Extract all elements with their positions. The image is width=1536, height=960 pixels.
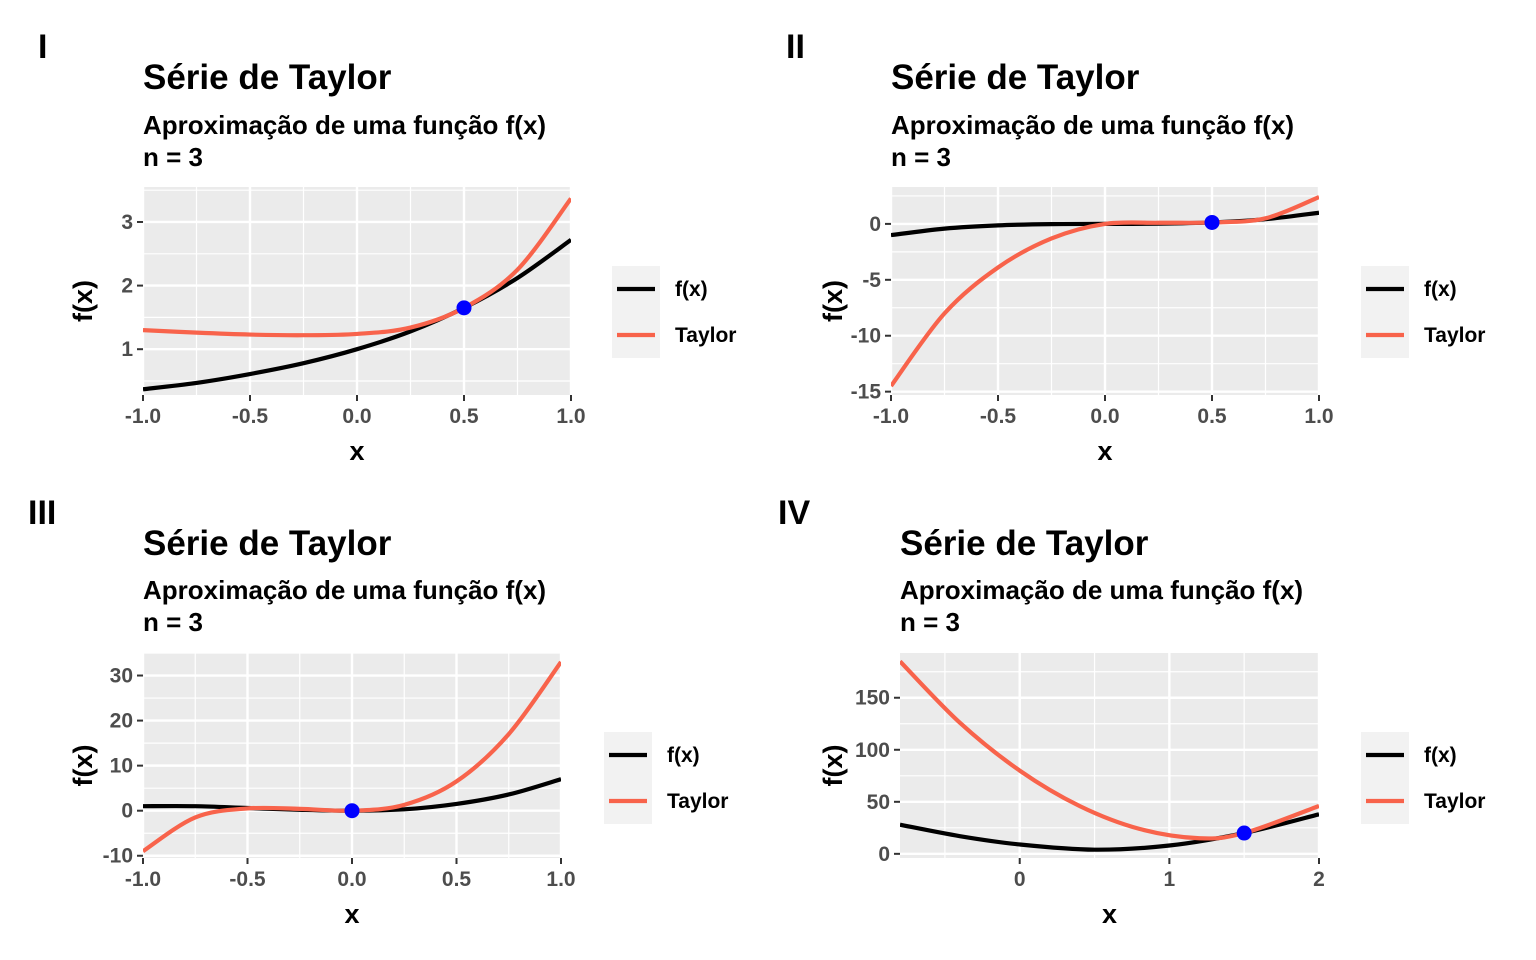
x-tick-label: 0.0	[337, 868, 366, 891]
y-tick-label: 100	[855, 739, 890, 762]
y-tick-label: -15	[851, 381, 882, 404]
y-tick-label: -10	[103, 845, 133, 868]
series-line-fx	[143, 238, 571, 392]
panel-i: I Série de Taylor Aproximação de uma funçã…	[38, 28, 736, 466]
x-tick-label: -0.5	[232, 405, 269, 428]
series-group	[891, 195, 1319, 388]
legend-label-fx: f(x)	[1424, 744, 1457, 767]
y-tick-label: 50	[867, 791, 890, 814]
expansion-point	[1204, 214, 1220, 230]
panel-tag: IV	[778, 494, 810, 532]
y-tick-label: 10	[110, 755, 133, 778]
legend-key-background	[604, 732, 652, 824]
chart-subtitle: Aproximação de uma função f(x)	[900, 575, 1303, 605]
chart-subtitle-n: n = 3	[900, 607, 960, 637]
grid-lines	[900, 653, 1321, 858]
series-group	[143, 197, 571, 392]
y-tick-label: 2	[121, 275, 133, 298]
legend-label-taylor: Taylor	[1424, 790, 1485, 813]
x-tick-label: 1	[1164, 868, 1176, 891]
y-tick-label: 0	[869, 213, 881, 236]
y-tick-label: 20	[110, 710, 133, 733]
x-axis-title: x	[1097, 436, 1112, 466]
panel-tag: I	[38, 28, 47, 66]
chart-subtitle: Aproximação de uma função f(x)	[143, 575, 546, 605]
legend-label-fx: f(x)	[1424, 278, 1457, 301]
x-tick-label: 0.5	[1197, 405, 1227, 428]
legend: f(x) Taylor	[1361, 266, 1485, 358]
legend-key-background	[1361, 266, 1409, 358]
legend-label-taylor: Taylor	[675, 324, 736, 347]
x-tick-label: -1.0	[125, 405, 161, 428]
grid-lines	[141, 652, 563, 858]
chart-subtitle: Aproximação de uma função f(x)	[143, 110, 546, 140]
x-tick-label: 1.0	[1304, 405, 1333, 428]
y-axis-title: f(x)	[818, 280, 848, 322]
x-axis-title: x	[349, 436, 364, 466]
y-axis-title: f(x)	[68, 280, 98, 322]
x-axis-title: x	[1102, 899, 1117, 929]
x-tick-label: -0.5	[229, 868, 266, 891]
panel-ii: II Série de Taylor Aproximação de uma funç…	[786, 28, 1485, 466]
x-tick-label: -1.0	[125, 868, 161, 891]
x-tick-label: 1.0	[556, 405, 585, 428]
series-line-taylor	[891, 195, 1319, 388]
legend-label-taylor: Taylor	[667, 790, 728, 813]
legend: f(x) Taylor	[1361, 732, 1485, 824]
y-tick-label: 150	[855, 687, 890, 710]
y-tick-label: 3	[121, 211, 133, 234]
legend-key-background	[1361, 732, 1409, 824]
x-tick-label: 0	[1014, 868, 1026, 891]
x-tick-label: -1.0	[873, 405, 909, 428]
panel-tag: III	[28, 494, 56, 532]
y-tick-label: 30	[110, 665, 133, 688]
legend-label-fx: f(x)	[667, 744, 700, 767]
y-tick-label: 0	[878, 843, 890, 866]
chart-subtitle-n: n = 3	[143, 607, 203, 637]
legend: f(x) Taylor	[604, 732, 728, 824]
plot-panel	[900, 653, 1319, 858]
panel-tag: II	[786, 28, 805, 66]
x-tick-label: 0.5	[449, 405, 479, 428]
panel-iv: IV Série de Taylor Aproximação de uma funç…	[778, 494, 1485, 929]
y-axis-title: f(x)	[68, 745, 98, 787]
x-tick-label: 0.0	[342, 405, 371, 428]
y-tick-label: -5	[862, 269, 881, 292]
chart-subtitle-n: n = 3	[143, 142, 203, 172]
series-line-taylor	[143, 197, 571, 338]
x-tick-label: 1.0	[546, 868, 575, 891]
x-tick-label: -0.5	[980, 405, 1017, 428]
panel-iii: III Série de Taylor Aproximação de uma fun…	[28, 494, 728, 929]
legend-label-fx: f(x)	[675, 278, 708, 301]
chart-subtitle: Aproximação de uma função f(x)	[891, 110, 1294, 140]
chart-title: Série de Taylor	[143, 58, 392, 97]
x-tick-label: 0.0	[1090, 405, 1119, 428]
y-tick-label: 1	[121, 338, 133, 361]
expansion-point	[456, 300, 472, 316]
y-axis-title: f(x)	[818, 745, 848, 787]
x-tick-label: 2	[1313, 868, 1325, 891]
chart-title: Série de Taylor	[891, 58, 1140, 97]
expansion-point	[344, 803, 360, 819]
expansion-point	[1236, 825, 1252, 841]
x-axis-title: x	[344, 899, 359, 929]
y-tick-label: -10	[851, 325, 881, 348]
legend: f(x) Taylor	[612, 266, 736, 358]
legend-label-taylor: Taylor	[1424, 324, 1485, 347]
chart-subtitle-n: n = 3	[891, 142, 951, 172]
chart-title: Série de Taylor	[143, 524, 392, 563]
chart-title: Série de Taylor	[900, 524, 1149, 563]
x-tick-label: 0.5	[442, 868, 472, 891]
y-tick-label: 0	[121, 800, 133, 823]
legend-key-background	[612, 266, 660, 358]
